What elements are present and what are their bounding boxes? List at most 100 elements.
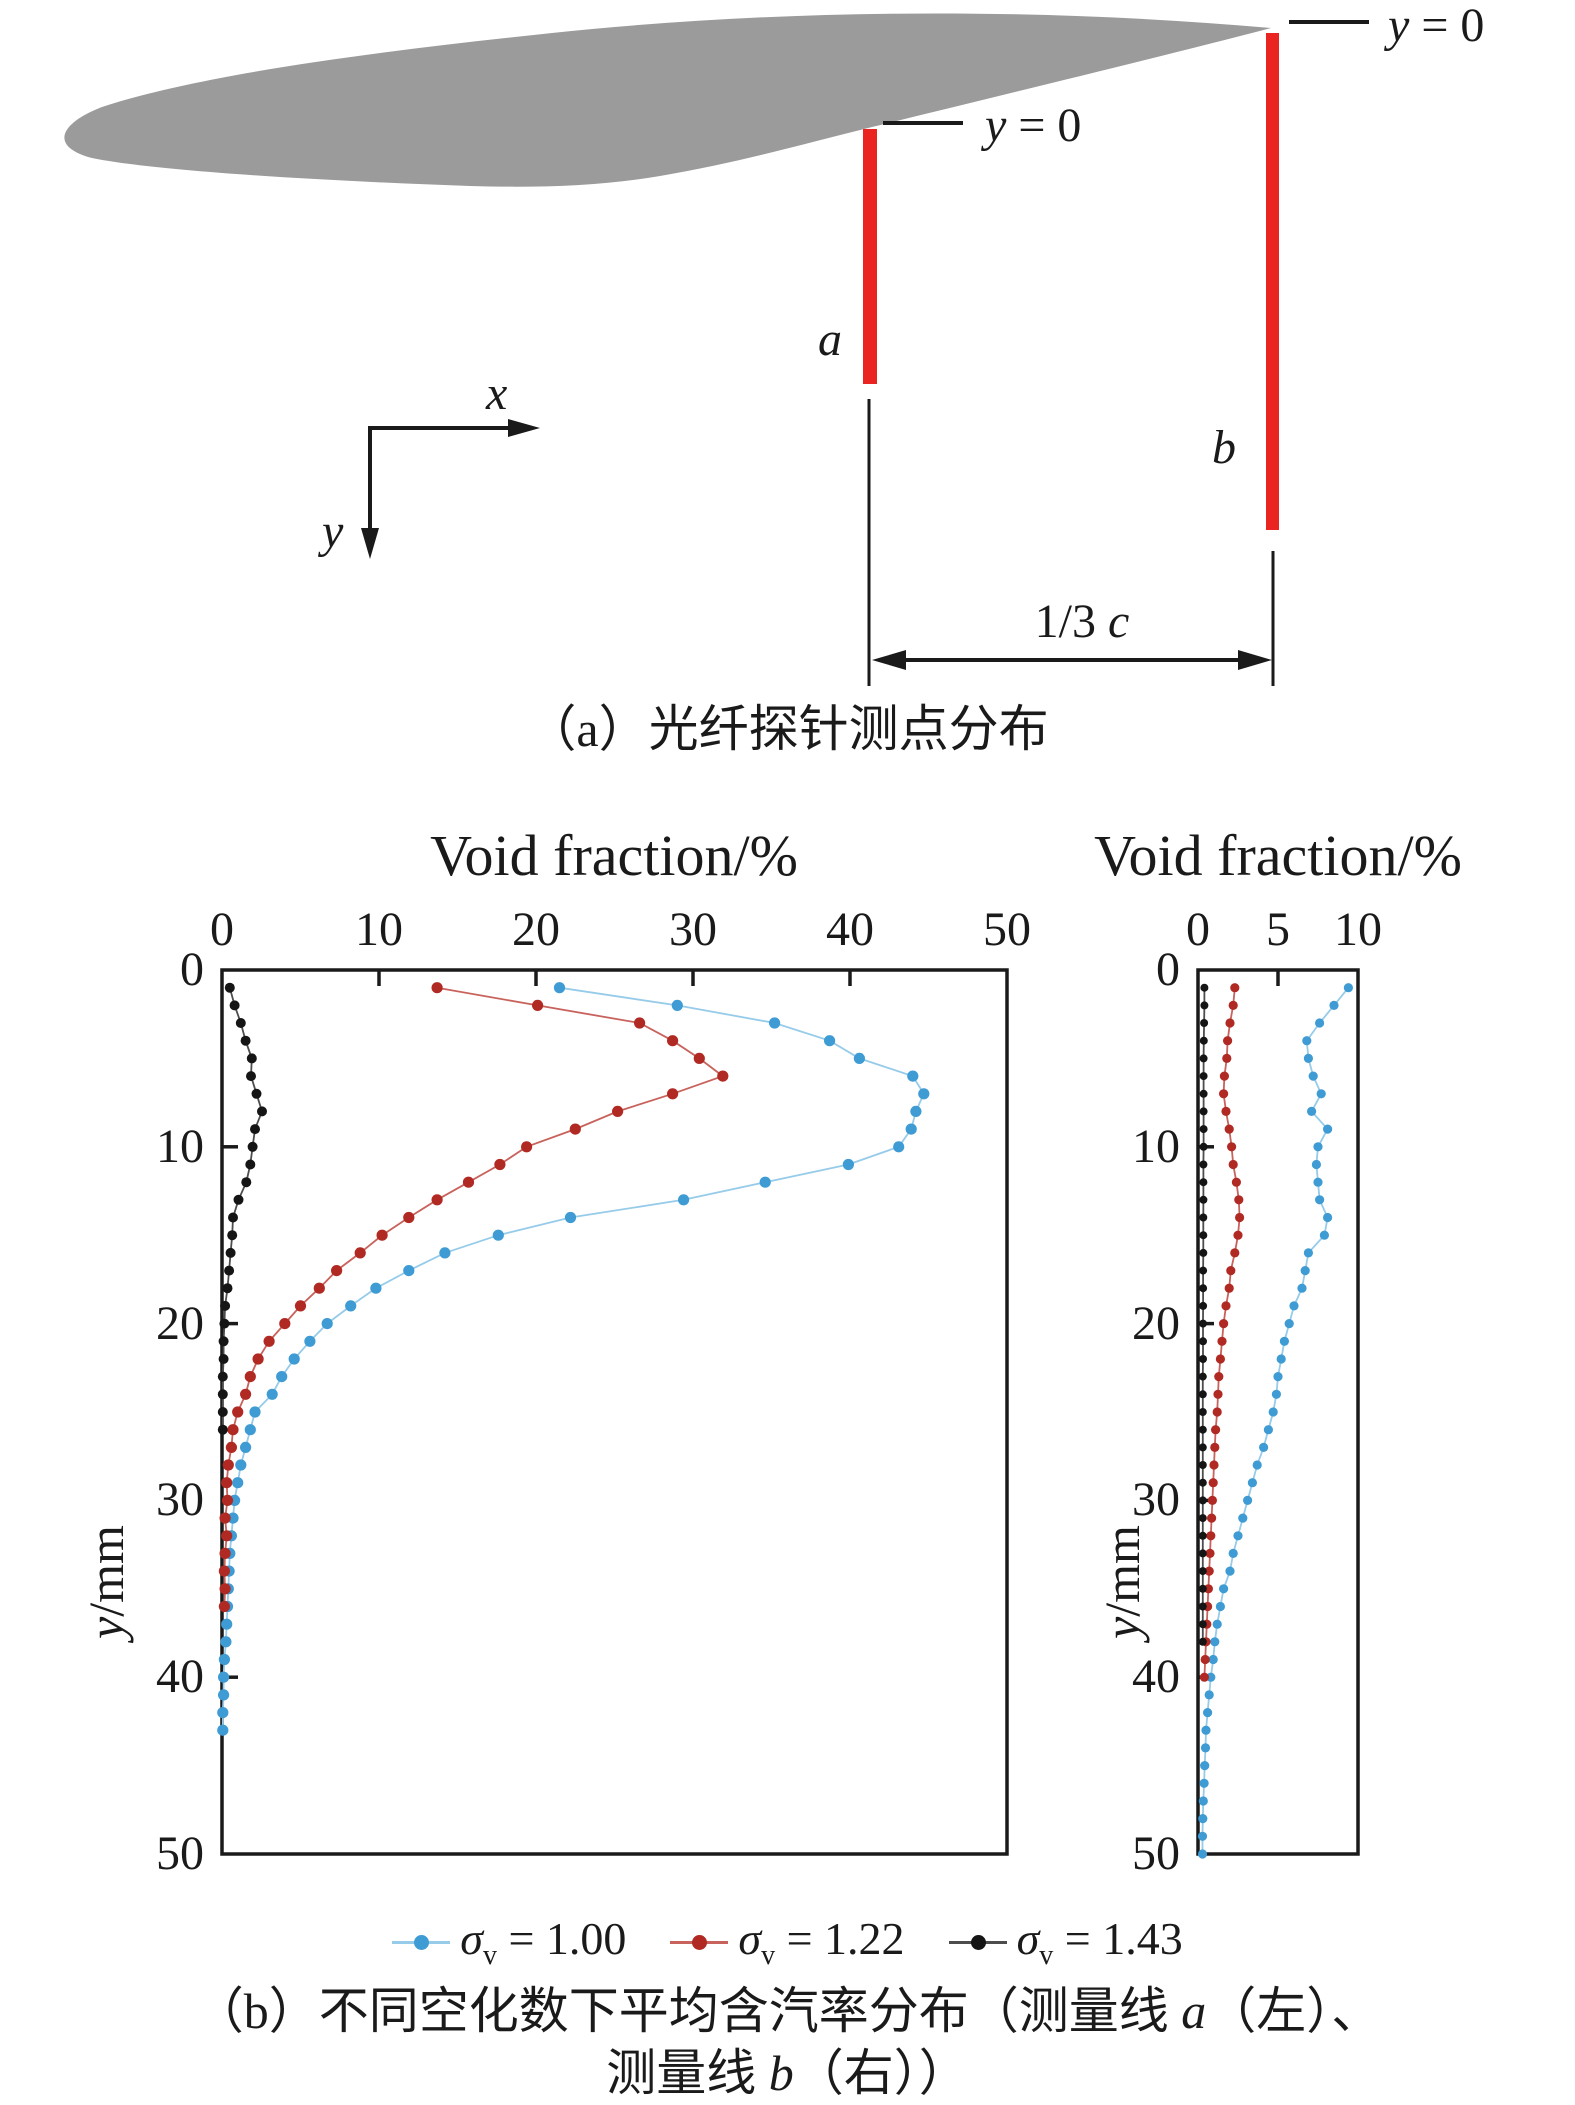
right-data-point-1 <box>1228 1159 1238 1170</box>
left-data-point-0 <box>439 1247 451 1259</box>
right-data-point-1 <box>1212 1407 1222 1417</box>
right-data-point-0 <box>1307 1106 1317 1116</box>
right-data-point-1 <box>1219 1089 1229 1099</box>
left-data-point-2 <box>222 1283 233 1294</box>
left-data-point-0 <box>276 1371 288 1383</box>
left-data-point-0 <box>218 1653 230 1666</box>
right-y-tick-label: 20 <box>1132 1296 1180 1350</box>
left-data-point-2 <box>247 1141 258 1152</box>
left-data-point-0 <box>824 1035 836 1047</box>
right-data-point-1 <box>1219 1071 1229 1081</box>
left-x-tick-label: 30 <box>669 903 717 956</box>
left-y-tick-label: 10 <box>156 1119 204 1173</box>
right-data-point-0 <box>1252 1460 1262 1470</box>
sigma-subscript: v <box>1039 1940 1054 1972</box>
left-data-point-1 <box>244 1371 256 1383</box>
right-data-point-2 <box>1199 1142 1208 1151</box>
legend-dot <box>414 1935 430 1951</box>
left-data-point-1 <box>219 1583 231 1595</box>
legend-item-0: σv = 1.00 <box>392 1912 626 1972</box>
left-data-point-1 <box>569 1123 581 1135</box>
left-data-point-0 <box>564 1211 577 1224</box>
left-data-point-1 <box>222 1459 234 1471</box>
left-data-point-2 <box>228 1212 238 1223</box>
right-data-point-1 <box>1221 1301 1231 1311</box>
left-data-point-0 <box>769 1017 781 1029</box>
left-data-point-2 <box>220 1300 231 1311</box>
left-data-point-1 <box>221 1530 233 1542</box>
right-data-point-2 <box>1199 1178 1208 1187</box>
left-series-line-1 <box>223 986 725 1607</box>
left-data-point-0 <box>853 1052 866 1064</box>
right-y-tick-label: 40 <box>1132 1650 1180 1704</box>
right-data-point-1 <box>1203 1584 1213 1594</box>
right-data-point-0 <box>1315 1018 1325 1028</box>
left-data-point-2 <box>217 1371 228 1382</box>
legend-value: = 1.00 <box>496 1913 627 1964</box>
left-y-tick-label: 30 <box>156 1473 204 1527</box>
right-data-point-0 <box>1303 1248 1313 1258</box>
left-data-point-2 <box>218 1354 229 1364</box>
right-data-point-2 <box>1199 1160 1208 1169</box>
right-data-point-0 <box>1200 1761 1210 1771</box>
right-data-point-2 <box>1198 1478 1207 1487</box>
legend-dot <box>970 1935 986 1951</box>
right-data-point-0 <box>1279 1336 1289 1346</box>
right-data-point-0 <box>1308 1071 1318 1081</box>
left-data-point-1 <box>227 1424 239 1436</box>
left-data-point-1 <box>462 1176 475 1188</box>
right-data-point-1 <box>1223 1036 1233 1046</box>
right-data-point-0 <box>1319 1230 1329 1240</box>
left-x-tick-label: 20 <box>512 903 560 956</box>
left-data-point-0 <box>220 1636 232 1648</box>
right-data-point-2 <box>1198 1584 1207 1593</box>
left-data-point-1 <box>521 1141 533 1153</box>
legend-item-2: σv = 1.43 <box>948 1912 1183 1972</box>
right-data-point-0 <box>1197 1849 1208 1859</box>
right-data-point-1 <box>1222 1053 1232 1063</box>
left-data-point-0 <box>553 982 566 994</box>
right-data-point-0 <box>1329 1000 1339 1011</box>
left-data-point-2 <box>251 1088 262 1099</box>
left-data-point-2 <box>235 1018 246 1028</box>
right-data-point-1 <box>1230 983 1240 993</box>
left-y-tick-label: 20 <box>156 1296 204 1350</box>
left-data-point-2 <box>233 1194 244 1205</box>
left-data-point-2 <box>246 1071 256 1082</box>
right-data-point-0 <box>1313 1142 1323 1152</box>
left-data-point-0 <box>235 1459 247 1471</box>
right-data-point-1 <box>1224 1124 1234 1134</box>
left-data-point-1 <box>494 1158 506 1171</box>
left-data-point-0 <box>240 1441 252 1453</box>
left-data-point-1 <box>612 1105 624 1117</box>
right-data-point-0 <box>1200 1743 1211 1753</box>
right-data-point-0 <box>1297 1283 1307 1293</box>
right-data-point-0 <box>1238 1513 1248 1523</box>
right-data-point-2 <box>1199 1355 1207 1363</box>
left-data-point-2 <box>217 1407 228 1417</box>
left-data-point-0 <box>304 1335 316 1347</box>
right-data-point-2 <box>1198 1620 1207 1629</box>
right-data-point-1 <box>1208 1478 1218 1488</box>
probe-line-a <box>863 129 877 384</box>
left-data-point-1 <box>354 1247 366 1259</box>
y0-label-a: y = 0 <box>985 99 1082 152</box>
left-x-tick-label: 50 <box>983 903 1031 956</box>
right-data-point-2 <box>1198 1496 1207 1505</box>
left-data-point-2 <box>241 1177 252 1188</box>
left-data-point-1 <box>218 1565 230 1577</box>
sigma-symbol: σ <box>460 1913 483 1964</box>
right-data-point-1 <box>1230 1248 1240 1258</box>
left-data-point-2 <box>227 1230 238 1241</box>
right-data-point-2 <box>1198 1461 1207 1469</box>
left-data-point-2 <box>217 1424 228 1435</box>
right-data-point-0 <box>1259 1442 1269 1452</box>
legend-label: σv = 1.43 <box>1017 1912 1183 1972</box>
left-data-point-2 <box>219 1318 230 1329</box>
right-data-point-0 <box>1225 1566 1235 1576</box>
right-data-point-0 <box>1247 1478 1257 1488</box>
right-data-point-0 <box>1208 1654 1218 1665</box>
right-data-point-0 <box>1263 1425 1273 1435</box>
right-data-point-2 <box>1199 1213 1208 1222</box>
